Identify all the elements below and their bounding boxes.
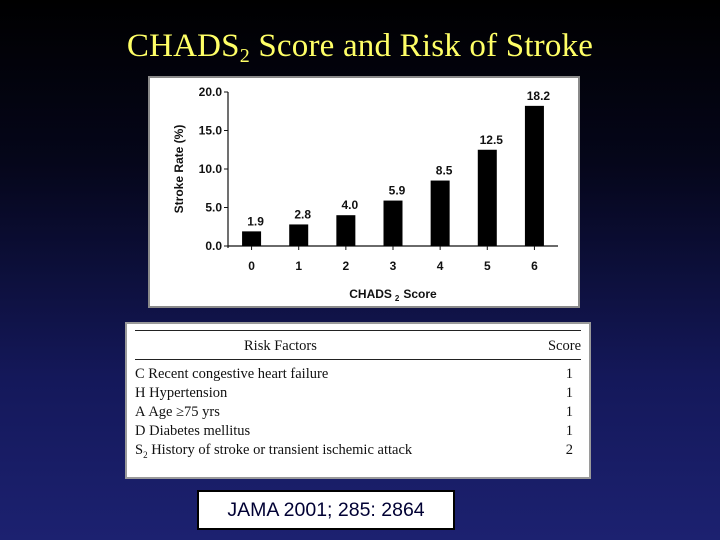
risk-factor-text: Recent congestive heart failure [148, 366, 329, 382]
title-rest: Score and Risk of Stroke [249, 28, 594, 64]
table-row: S2 History of stroke or transient ischem… [135, 442, 573, 461]
risk-letter: H [135, 385, 146, 401]
y-tick-label: 5.0 [205, 201, 222, 215]
score-cell: 1 [565, 423, 573, 439]
risk-letter: S [135, 442, 144, 458]
risk-factor-cell: D Diabetes mellitus [135, 423, 250, 441]
table-header-rule [135, 359, 581, 360]
x-tick-label: 4 [437, 259, 444, 273]
header-risk-factors: Risk Factors [244, 338, 317, 354]
x-tick-label: 2 [343, 259, 350, 273]
x-axis-title-main: CHADS [349, 287, 392, 301]
title-subscript: 2 [239, 45, 250, 67]
score-cell: 1 [565, 404, 573, 420]
risk-factor-cell: S2 History of stroke or transient ischem… [135, 442, 412, 460]
bar-score-5 [477, 149, 497, 246]
risk-factor-text: Diabetes mellitus [149, 423, 251, 439]
bar-chart-panel: 0.0 5.0 10.0 15.0 20.0 1.9 0 2.8 1 4.0 2 5.9 3 8.5 4 12… [148, 76, 580, 308]
bar-score-1 [289, 224, 309, 246]
x-tick-label: 6 [531, 259, 538, 273]
x-axis-title-rest: Score [403, 287, 437, 301]
risk-factor-text: Age ≥75 yrs [148, 404, 220, 420]
citation-box: JAMA 2001; 285: 2864 [197, 490, 455, 530]
data-label: 18.2 [527, 89, 551, 103]
bar-score-4 [430, 180, 450, 246]
bar-score-6 [524, 105, 544, 246]
risk-letter-subscript: 2 [143, 449, 148, 460]
risk-letter: C [135, 366, 145, 382]
risk-letter: D [135, 423, 146, 439]
data-label: 12.5 [480, 133, 504, 147]
data-label: 1.9 [247, 214, 264, 228]
score-cell: 1 [565, 385, 573, 401]
bar-score-0 [242, 231, 262, 246]
risk-factor-table: Risk Factors Score C Recent congestive h… [125, 322, 591, 479]
risk-factor-text: Hypertension [149, 385, 228, 401]
bar-chart: 0.0 5.0 10.0 15.0 20.0 1.9 0 2.8 1 4.0 2 5.9 3 8.5 4 12… [172, 85, 558, 303]
x-axis-title-subscript: 2 [395, 294, 400, 303]
table-row: C Recent congestive heart failure 1 [135, 366, 573, 385]
header-score: Score [547, 338, 581, 354]
x-tick-label: 1 [295, 259, 302, 273]
table-row: D Diabetes mellitus 1 [135, 423, 573, 442]
x-tick-label: 0 [248, 259, 255, 273]
y-tick-label: 0.0 [205, 239, 222, 253]
bar-score-3 [383, 200, 403, 246]
risk-letter: A [135, 404, 146, 420]
y-tick-label: 15.0 [199, 124, 223, 138]
x-tick-label: 5 [484, 259, 491, 273]
y-axis-title: Stroke Rate (%) [172, 125, 186, 214]
score-cell: 1 [565, 366, 573, 382]
table-row: A Age ≥75 yrs 1 [135, 404, 573, 423]
data-label: 2.8 [294, 207, 311, 221]
data-label: 5.9 [389, 184, 406, 198]
table-row: H Hypertension 1 [135, 385, 573, 404]
risk-factor-cell: C Recent congestive heart failure [135, 366, 328, 384]
x-axis-title: CHADS 2 Score [349, 287, 437, 303]
risk-factor-cell: A Age ≥75 yrs [135, 404, 220, 422]
risk-factor-text: History of stroke or transient ischemic … [151, 442, 413, 458]
score-cell: 2 [565, 442, 573, 458]
x-tick-label: 3 [390, 259, 397, 273]
data-label: 4.0 [342, 198, 359, 212]
title-main: CHADS [126, 28, 240, 64]
data-label: 8.5 [436, 164, 453, 178]
y-tick-label: 20.0 [199, 85, 223, 99]
risk-factor-cell: H Hypertension [135, 385, 227, 403]
y-tick-label: 10.0 [199, 162, 223, 176]
slide-title: CHADS2 Score and Risk of Stroke [0, 28, 720, 68]
table-top-rule [135, 330, 581, 331]
bar-score-2 [336, 215, 356, 246]
